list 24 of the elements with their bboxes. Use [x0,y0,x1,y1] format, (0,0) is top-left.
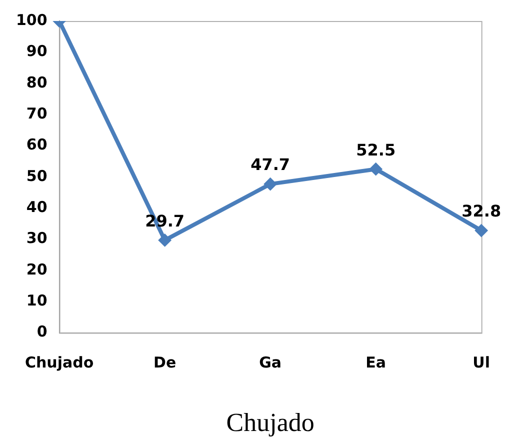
x-tick-label: Ul [472,354,490,372]
y-tick-label: 90 [26,42,48,60]
x-tick-label: De [154,354,176,372]
point [264,178,277,191]
x-tick-label: Ea [366,354,386,372]
data-label: 32.8 [462,202,502,221]
point [158,234,172,247]
y-tick-label: 0 [36,322,48,341]
point [474,224,488,238]
x-axis-title: Chujado [226,408,314,438]
y-tick-label: 10 [26,292,48,310]
y-tick-label: 80 [26,73,48,92]
x-tick-label: Ga [259,354,282,372]
y-tick-label: 20 [26,260,48,278]
y-tick-label: 70 [26,104,48,122]
point [369,162,382,176]
y-tick-label: 30 [26,229,48,248]
data-label: 52.5 [356,140,396,160]
y-tick-label: 50 [26,166,48,185]
x-tick-label: Chujado [24,354,94,372]
y-tick-label: 40 [26,198,48,216]
y-tick-label: 60 [26,136,48,154]
y-tick-label: 100 [16,10,48,29]
data-label: 47.7 [250,155,290,174]
